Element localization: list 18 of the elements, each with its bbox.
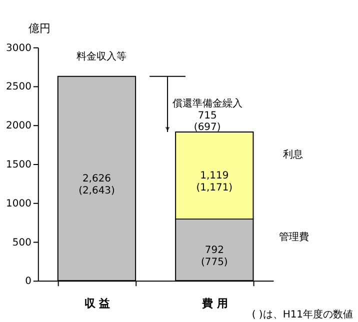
x-tick-label: 費 用 xyxy=(200,297,228,310)
text: 管理費 xyxy=(279,231,310,244)
y-tick-label: 2000 xyxy=(6,120,32,132)
y-tick-label: 1500 xyxy=(6,159,32,170)
data-label: 2,626 (2,643) xyxy=(78,174,115,196)
y-tick-label: 1000 xyxy=(6,198,32,210)
annotation: 料金収入等 xyxy=(76,50,126,63)
y-tick-label: 3000 xyxy=(6,42,32,54)
y-tick-label: 2500 xyxy=(6,82,32,93)
y-tick-label: 500 xyxy=(12,237,32,248)
text: ( )は、H11年度の数値 xyxy=(252,308,354,321)
x-tick-label: 収 益 xyxy=(84,297,110,310)
y-axis-title: 億円 xyxy=(28,22,50,35)
data-label: 792 (775) xyxy=(200,244,228,268)
text: 利息 xyxy=(283,148,304,161)
y-tick-label: 0 xyxy=(25,276,32,288)
annotation: 償還準備金繰入 715 (697) xyxy=(172,97,242,134)
data-label: 1,119 (1,171) xyxy=(196,170,233,194)
